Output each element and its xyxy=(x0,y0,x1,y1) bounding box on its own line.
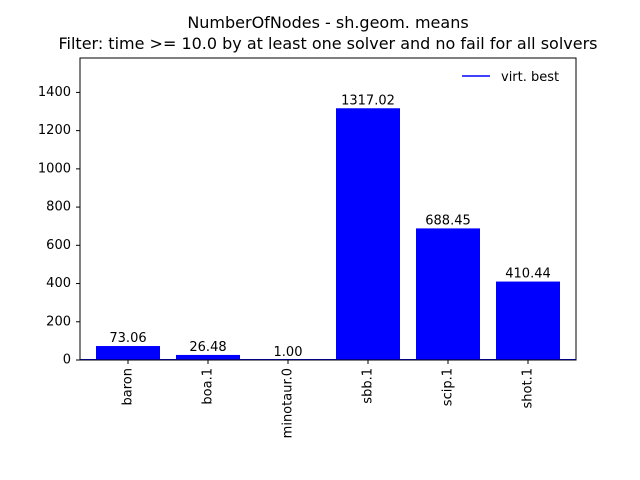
bar-boa-1 xyxy=(176,354,240,360)
y-axis: 0 200 400 600 800 1000 1200 1400 xyxy=(38,85,80,368)
data-label-scip-1: 688.45 xyxy=(425,213,471,228)
data-label-baron: 73.06 xyxy=(109,331,146,346)
data-label-boa-1: 26.48 xyxy=(189,340,226,355)
chart-title: NumberOfNodes - sh.geom. means xyxy=(187,13,468,32)
x-tick-label-scip-1: scip.1 xyxy=(441,368,456,406)
y-tick-label-1400: 1400 xyxy=(38,85,71,100)
x-axis: baron boa.1 minotaur.0 sbb.1 scip.1 shot.1 xyxy=(121,360,536,438)
x-tick-label-baron: baron xyxy=(121,368,136,405)
y-tick-label-1000: 1000 xyxy=(38,161,71,176)
y-tick-label-400: 400 xyxy=(46,276,71,291)
legend-label-virt-best: virt. best xyxy=(501,70,559,85)
y-tick-label-0: 0 xyxy=(63,353,71,368)
chart-subtitle: Filter: time >= 10.0 by at least one sol… xyxy=(58,34,597,53)
y-tick-label-800: 800 xyxy=(46,200,71,215)
legend: virt. best xyxy=(462,70,559,85)
y-tick-label-1200: 1200 xyxy=(38,123,71,138)
plot-frame xyxy=(79,57,577,361)
x-tick-label-sbb-1: sbb.1 xyxy=(361,368,376,404)
data-label-shot-1: 410.44 xyxy=(505,267,551,282)
bar-scip-1 xyxy=(416,228,480,360)
bar-shot-1 xyxy=(496,281,560,360)
bar-sbb-1 xyxy=(336,108,400,360)
bars-layer: 73.06 26.48 1.00 1317.02 688.45 410.44 xyxy=(80,93,576,361)
y-tick-label-600: 600 xyxy=(46,238,71,253)
y-tick-label-200: 200 xyxy=(46,314,71,329)
data-label-sbb-1: 1317.02 xyxy=(341,93,395,108)
x-tick-label-boa-1: boa.1 xyxy=(201,368,216,405)
bar-baron xyxy=(96,346,160,360)
x-tick-label-minotaur-0: minotaur.0 xyxy=(281,368,296,438)
x-tick-label-shot-1: shot.1 xyxy=(521,368,536,408)
data-label-minotaur-0: 1.00 xyxy=(274,345,303,360)
